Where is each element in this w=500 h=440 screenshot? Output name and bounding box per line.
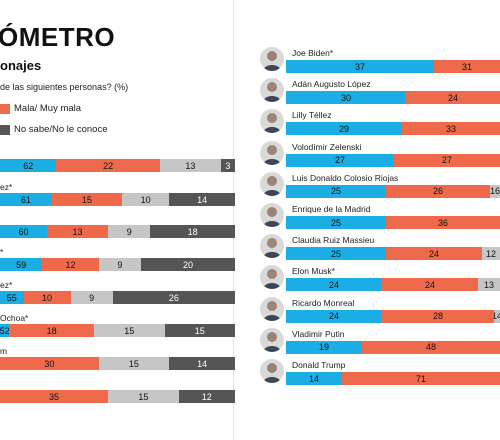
right-bar-segment: 14 — [286, 372, 342, 385]
left-bar-segment: 18 — [150, 225, 235, 238]
left-bar-segment: 15 — [164, 324, 235, 337]
person-name: Volodímir Zelenski — [292, 141, 362, 152]
left-bar-segment: 3 — [220, 159, 235, 172]
survey-question: de las siguientes personas? (%) — [0, 82, 129, 92]
column-divider — [233, 0, 234, 440]
legend-swatch-bad — [0, 103, 10, 114]
left-row-label: Ochoa* — [0, 313, 29, 323]
left-bar-segment: 10 — [23, 291, 71, 304]
person-name: Enrique de la Madrid — [292, 204, 371, 214]
person-avatar — [260, 265, 284, 290]
left-row-label: ez* — [0, 280, 13, 290]
person-avatar — [260, 296, 284, 321]
right-bar-segment: 24 — [386, 247, 482, 261]
person-name: Luis Donaldo Colosio Riojas — [292, 172, 399, 183]
person-avatar — [260, 109, 284, 134]
left-row-label: * — [0, 247, 4, 257]
right-bar-segment: 12 — [482, 247, 500, 261]
right-bar-segment: 16 — [490, 184, 500, 198]
right-bar-segment: 26 — [386, 184, 490, 198]
person-name: Vladimir Putin — [292, 328, 345, 339]
left-bar-segment: 15 — [51, 193, 123, 206]
person-name: Lilly Téllez — [292, 110, 332, 121]
left-bar-segment: 62 — [0, 159, 57, 172]
right-bar-segment: 25 — [286, 184, 386, 198]
left-bar-segment: 61 — [0, 193, 52, 206]
legend-swatch-unknown — [0, 124, 10, 135]
person-avatar — [260, 359, 284, 383]
left-bar-segment: 13 — [47, 225, 109, 238]
right-bar-segment: 71 — [342, 372, 500, 385]
right-bar-segment: 24 — [382, 278, 478, 292]
person-name: Elon Musk* — [292, 266, 335, 277]
person-name: Joe Biden* — [292, 48, 334, 58]
left-row-label: m — [0, 346, 8, 356]
right-bar-segment: 25 — [286, 216, 386, 229]
left-bar-segment: 18 — [9, 324, 94, 337]
left-row-label: ez* — [0, 182, 13, 192]
person-avatar — [260, 234, 284, 259]
left-bar-segment: 15 — [94, 324, 165, 337]
left-bar-segment: 20 — [141, 258, 235, 271]
legend-label-bad: Mala/ Muy mala — [14, 103, 82, 114]
left-bar-segment: 12 — [178, 390, 235, 403]
right-bar-segment: 24 — [286, 309, 382, 323]
right-bar-segment: 37 — [286, 60, 434, 73]
left-bar-segment: 12 — [42, 258, 99, 271]
left-bar-segment: 59 — [0, 258, 43, 271]
left-bar-segment: 14 — [169, 193, 235, 206]
left-bar-segment: 14 — [169, 357, 235, 370]
left-bar-segment: 55 — [0, 291, 24, 304]
person-avatar — [260, 78, 284, 103]
right-bar-segment: 31 — [434, 60, 500, 73]
left-bar-segment: 13 — [159, 159, 221, 172]
person-avatar — [260, 327, 284, 352]
left-bar-segment: 26 — [112, 291, 235, 304]
right-bar-segment: 28 — [382, 309, 494, 323]
person-avatar — [260, 140, 284, 165]
person-name: Ricardo Monreal — [292, 297, 355, 308]
right-bar-segment: 33 — [402, 122, 500, 136]
right-bar-segment: 14 — [494, 309, 500, 323]
person-name: Adán Augusto López — [292, 79, 371, 90]
legend-label-unknown: No sabe/No le conoce — [14, 124, 108, 135]
right-bar-segment: 30 — [286, 91, 406, 105]
right-bar-segment: 24 — [286, 278, 382, 292]
legend-item-unknown: No sabe/No le conoce — [0, 124, 107, 135]
right-bar-segment: 19 — [286, 340, 362, 354]
left-bar-segment: 9 — [98, 258, 141, 271]
right-bar-segment: 48 — [362, 340, 500, 354]
left-bar-segment: 22 — [56, 159, 160, 172]
left-bar-segment: 9 — [70, 291, 113, 304]
left-bar-segment: 30 — [0, 357, 99, 370]
left-bar-segment: 15 — [98, 357, 170, 370]
right-bar-segment: 36 — [386, 216, 500, 229]
right-bar-segment: 24 — [406, 91, 500, 105]
left-bar-segment: 60 — [0, 225, 47, 238]
legend-item-bad: Mala/ Muy mala — [0, 103, 81, 114]
right-bar-segment: 25 — [286, 247, 386, 261]
right-bar-segment: 29 — [286, 122, 402, 136]
left-bar-segment: 15 — [108, 390, 179, 403]
left-bar-segment: 10 — [122, 193, 170, 206]
section-subtitle: onajes — [0, 58, 42, 73]
person-name: Claudia Ruiz Massieu — [292, 235, 375, 246]
right-bar-segment: 27 — [286, 153, 394, 167]
person-name: Donald Trump — [292, 360, 346, 370]
page-title: ÓMETRO — [0, 22, 116, 52]
left-bar-segment: 52 — [0, 324, 10, 337]
person-avatar — [260, 203, 284, 227]
right-bar-segment: 13 — [478, 278, 500, 292]
left-bar-segment: 35 — [0, 390, 109, 403]
person-avatar — [260, 47, 284, 71]
person-avatar — [260, 171, 284, 196]
right-bar-segment: 27 — [394, 153, 500, 167]
left-bar-segment: 9 — [108, 225, 151, 238]
